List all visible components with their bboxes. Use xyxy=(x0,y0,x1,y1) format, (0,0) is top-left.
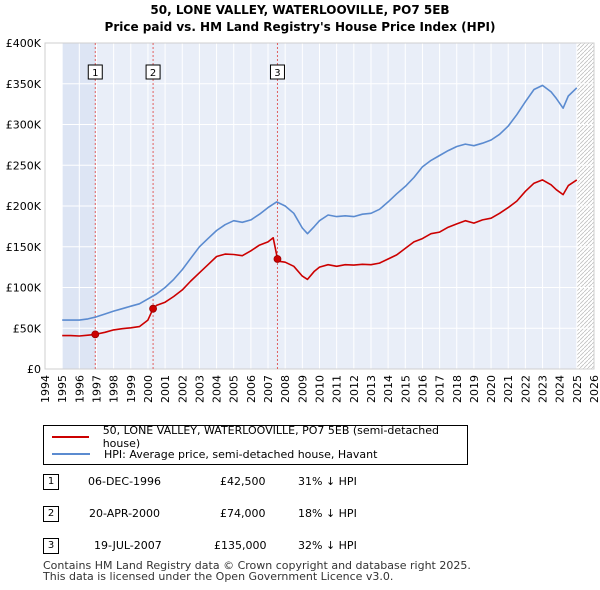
legend: 50, LONE VALLEY, WATERLOOVILLE, PO7 5EB … xyxy=(43,424,468,465)
y-tick-label: £200K xyxy=(6,200,42,213)
x-tick-label: 2022 xyxy=(519,375,532,403)
x-tick-label: 2010 xyxy=(314,375,327,403)
table-row: 3 19-JUL-2007 £135,000 32% ↓ HPI xyxy=(43,536,443,556)
x-tick-label: 2012 xyxy=(348,375,361,403)
sale-marker-box xyxy=(145,64,161,80)
footer: Contains HM Land Registry data © Crown c… xyxy=(43,560,471,582)
chart-subtitle: Price paid vs. HM Land Registry's House … xyxy=(105,20,496,34)
x-tick-label: 1998 xyxy=(108,375,121,403)
legend-swatch-property xyxy=(52,436,89,438)
footer-license: This data is licensed under the Open Gov… xyxy=(43,570,394,583)
sale-marker-label: 1 xyxy=(92,68,98,79)
x-tick-label: 2009 xyxy=(296,375,309,403)
transaction-price: £42,500 xyxy=(220,475,266,488)
x-tick-label: 1995 xyxy=(56,375,69,403)
sale-point xyxy=(273,255,282,263)
x-tick-label: 1997 xyxy=(90,375,103,403)
y-tick-label: £300K xyxy=(6,119,42,132)
sale-marker-label: 2 xyxy=(150,68,156,79)
y-tick-label: £250K xyxy=(6,159,42,172)
transaction-price: £74,000 xyxy=(220,507,266,520)
x-tick-label: 2011 xyxy=(331,375,344,403)
x-tick-label: 2004 xyxy=(211,375,224,403)
x-tick-label: 2020 xyxy=(485,375,498,403)
sale-point xyxy=(149,304,157,313)
y-tick-label: £100K xyxy=(6,282,42,295)
transaction-date: 19-JUL-2007 xyxy=(94,539,162,552)
plot-frame xyxy=(44,42,595,370)
x-tick-label: 2018 xyxy=(451,375,464,403)
x-tick-label: 2024 xyxy=(554,375,567,403)
x-tick-label: 2016 xyxy=(416,375,429,403)
sale-marker-box xyxy=(269,64,285,80)
legend-label-hpi: HPI: Average price, semi-detached house,… xyxy=(104,447,378,461)
x-tick-label: 2007 xyxy=(262,375,275,403)
footer-copyright: Contains HM Land Registry data © Crown c… xyxy=(43,559,471,572)
transaction-date: 20-APR-2000 xyxy=(89,507,161,520)
table-row: 2 20-APR-2000 £74,000 18% ↓ HPI xyxy=(43,504,443,524)
plot-area: £0 £50K £100K £150K £200K £250K £300K £350K £400… xyxy=(6,37,600,403)
transaction-hpi-diff: 31% ↓ HPI xyxy=(298,475,357,488)
legend-item-hpi: HPI: Average price, semi-detached house,… xyxy=(52,446,377,462)
x-tick-label: 2025 xyxy=(571,375,584,403)
sale-point xyxy=(91,330,100,339)
x-tick-label: 2005 xyxy=(228,375,241,403)
y-tick-label: £0 xyxy=(27,363,41,376)
transaction-hpi-diff: 18% ↓ HPI xyxy=(298,507,357,520)
x-tick-label: 2017 xyxy=(434,375,447,403)
x-tick-label: 2000 xyxy=(142,375,155,403)
x-tick-label: 2003 xyxy=(193,375,206,403)
x-tick-label: 2021 xyxy=(502,375,515,403)
y-tick-label: £350K xyxy=(6,78,42,91)
x-tick-label: 2008 xyxy=(279,375,292,403)
hpi-line xyxy=(62,84,578,321)
chart-title: 50, LONE VALLEY, WATERLOOVILLE, PO7 5EB xyxy=(150,3,449,17)
y-tick-label: £150K xyxy=(6,241,42,254)
transaction-price: £135,000 xyxy=(214,539,267,552)
x-tick-label: 2023 xyxy=(537,375,550,403)
x-tick-label: 2014 xyxy=(382,375,395,403)
legend-swatch-hpi xyxy=(52,453,90,455)
legend-item-property: 50, LONE VALLEY, WATERLOOVILLE, PO7 5EB … xyxy=(52,424,467,450)
x-tick-label: 2006 xyxy=(245,375,258,403)
transaction-number-badge: 1 xyxy=(43,474,59,490)
x-tick-label: 2015 xyxy=(399,375,412,403)
x-tick-label: 2019 xyxy=(468,375,481,403)
legend-label-property: 50, LONE VALLEY, WATERLOOVILLE, PO7 5EB … xyxy=(102,424,439,450)
y-tick-label: £50K xyxy=(13,322,42,335)
sale-marker-label: 3 xyxy=(274,68,280,79)
x-tick-label: 1999 xyxy=(125,375,138,403)
x-tick-label: 2013 xyxy=(365,375,378,403)
x-tick-label: 1994 xyxy=(39,375,52,403)
transaction-hpi-diff: 32% ↓ HPI xyxy=(298,539,357,552)
x-tick-label: 2002 xyxy=(176,375,189,403)
transaction-date: 06-DEC-1996 xyxy=(88,475,162,488)
x-tick-label: 2001 xyxy=(159,375,172,403)
y-tick-label: £400K xyxy=(6,37,42,50)
x-tick-label: 2026 xyxy=(588,375,600,403)
sale-marker-box xyxy=(87,64,103,80)
transaction-number-badge: 3 xyxy=(43,538,59,554)
table-row: 1 06-DEC-1996 £42,500 31% ↓ HPI xyxy=(43,472,443,492)
transaction-number-badge: 2 xyxy=(43,506,59,522)
x-tick-label: 1996 xyxy=(73,375,86,403)
